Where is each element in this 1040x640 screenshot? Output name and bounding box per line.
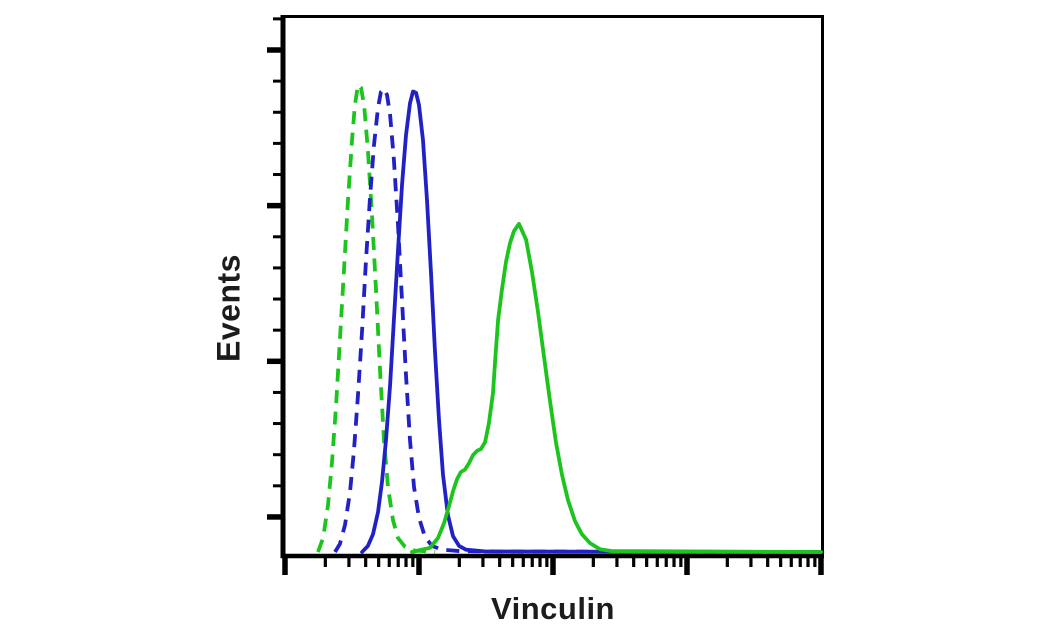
blue-dashed-histogram <box>333 86 822 554</box>
x-axis-label: Vinculin <box>490 591 616 626</box>
green-solid-histogram <box>410 222 823 554</box>
y-axis-label: Events <box>210 254 247 362</box>
green-dashed-histogram <box>316 83 436 554</box>
x-axis-ticks <box>282 558 824 575</box>
plot-frame <box>280 15 824 559</box>
series-curves <box>316 83 823 554</box>
blue-solid-histogram <box>360 89 823 554</box>
y-axis-ticks <box>267 17 281 520</box>
